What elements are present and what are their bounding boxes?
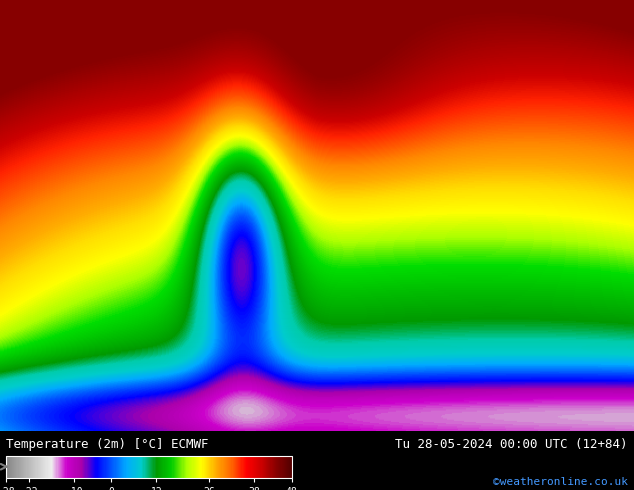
Text: Tu 28-05-2024 00:00 UTC (12+84): Tu 28-05-2024 00:00 UTC (12+84) [395,438,628,451]
Text: Temperature (2m) [°C] ECMWF: Temperature (2m) [°C] ECMWF [6,438,209,451]
Text: ©weatheronline.co.uk: ©weatheronline.co.uk [493,477,628,487]
